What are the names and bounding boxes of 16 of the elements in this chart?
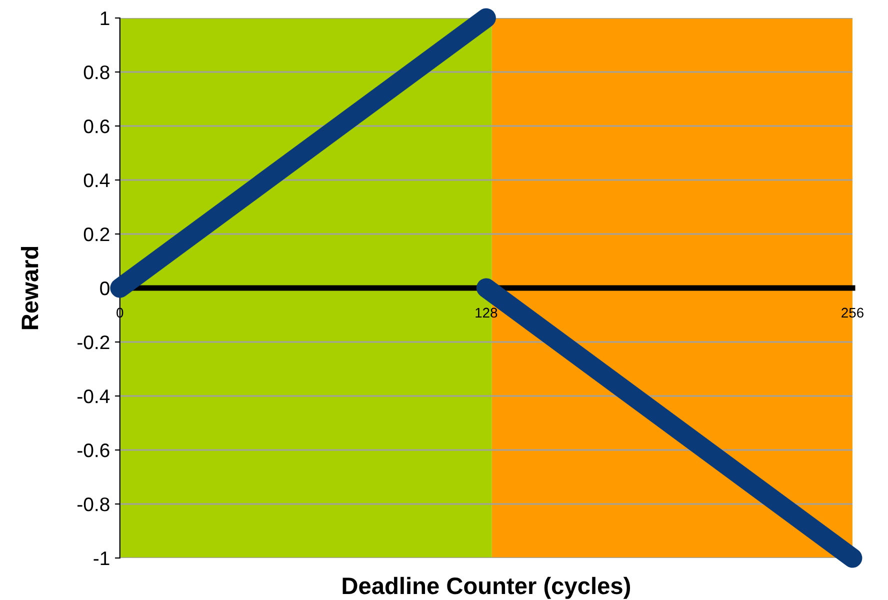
x-tick-label: 256	[842, 308, 864, 318]
y-tick-label: 0	[100, 281, 110, 296]
y-tick-label: -0.2	[78, 335, 110, 350]
y-tick-label: -0.6	[78, 443, 110, 458]
y-tick-label: -0.8	[78, 497, 110, 512]
y-axis-title: Reward	[20, 246, 38, 330]
y-tick-label: 0.2	[84, 227, 110, 242]
x-tick-label: 0	[116, 308, 124, 318]
y-tick-label: 0.4	[84, 173, 110, 188]
x-axis-title: Deadline Counter (cycles)	[342, 576, 630, 599]
x-tick-label: 128	[476, 308, 498, 318]
y-tick-label: -0.4	[78, 389, 110, 404]
y-tick-label: 0.8	[84, 65, 110, 80]
y-tick-label: 1	[100, 12, 110, 26]
y-tick-label: 0.6	[84, 119, 110, 134]
y-tick-label: -1	[94, 552, 110, 566]
